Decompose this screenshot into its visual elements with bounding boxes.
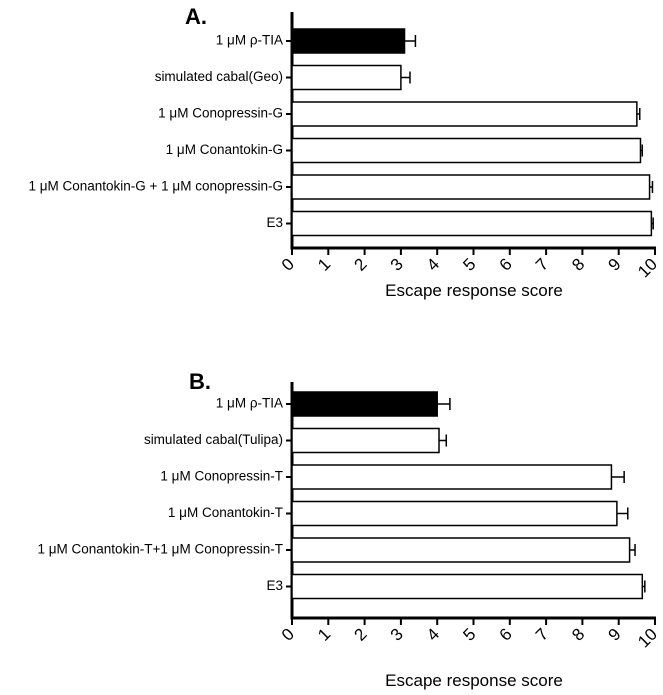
category-label: E3 [266,215,283,230]
bar [291,28,406,54]
bar [291,537,631,563]
x-tick-label: 6 [496,255,516,275]
x-axis-title: Escape response score [385,671,563,690]
x-tick-label: 5 [459,255,479,275]
x-tick-label: 9 [605,625,625,645]
bar [291,500,618,527]
x-tick-label: 7 [532,255,552,275]
x-tick-label: 10 [634,625,661,652]
category-label: 1 μM Conantokin-T+1 μM Conopressin-T [37,542,283,557]
category-label: 1 μM ρ-TIA [216,396,283,411]
category-label: 1 μM Conantokin-G [166,142,283,157]
x-tick-label: 10 [634,255,661,282]
bar [291,427,440,454]
x-tick-label: 1 [314,625,334,645]
x-tick-label: 2 [350,255,370,275]
category-label: simulated cabal(Tulipa) [144,432,283,447]
x-axis-title: Escape response score [385,281,563,300]
category-label: simulated cabal(Geo) [155,69,283,84]
bar [291,174,651,200]
x-tick-label: 0 [278,625,298,645]
x-tick-label: 9 [605,255,625,275]
bar [291,464,613,490]
x-tick-label: 1 [314,255,334,275]
category-label: 1 μM Conopressin-T [160,469,283,484]
category-label: E3 [266,578,283,593]
bar [291,573,644,600]
x-tick-label: 8 [568,625,588,645]
x-tick-label: 4 [423,255,443,275]
panel-b: B. 0 1 2 3 4 5 6 7 8 9 10 Escape response score 1 μM … [37,369,661,690]
x-tick-label: 4 [423,625,443,645]
category-label: 1 μM ρ-TIA [216,33,283,48]
bar [291,101,638,127]
bar [291,210,653,237]
x-tick-label: 2 [350,625,370,645]
bar [291,391,438,417]
bar [291,64,402,91]
category-label: 1 μM Conantokin-G + 1 μM conopressin-G [28,179,283,194]
x-tick-label: 0 [278,255,298,275]
x-tick-label: 3 [387,625,407,645]
x-tick-label: 8 [568,255,588,275]
category-label: 1 μM Conantokin-T [168,505,283,520]
bar [291,137,642,164]
panel-label: A. [185,4,207,29]
panel-label: B. [189,369,211,394]
x-tick-label: 6 [496,625,516,645]
x-tick-label: 5 [459,625,479,645]
category-label: 1 μM Conopressin-G [158,106,283,121]
x-tick-label: 7 [532,625,552,645]
x-tick-label: 3 [387,255,407,275]
panel-a: A. 0 1 2 3 4 5 6 7 8 9 10 Escape response score 1 μM … [28,4,661,300]
